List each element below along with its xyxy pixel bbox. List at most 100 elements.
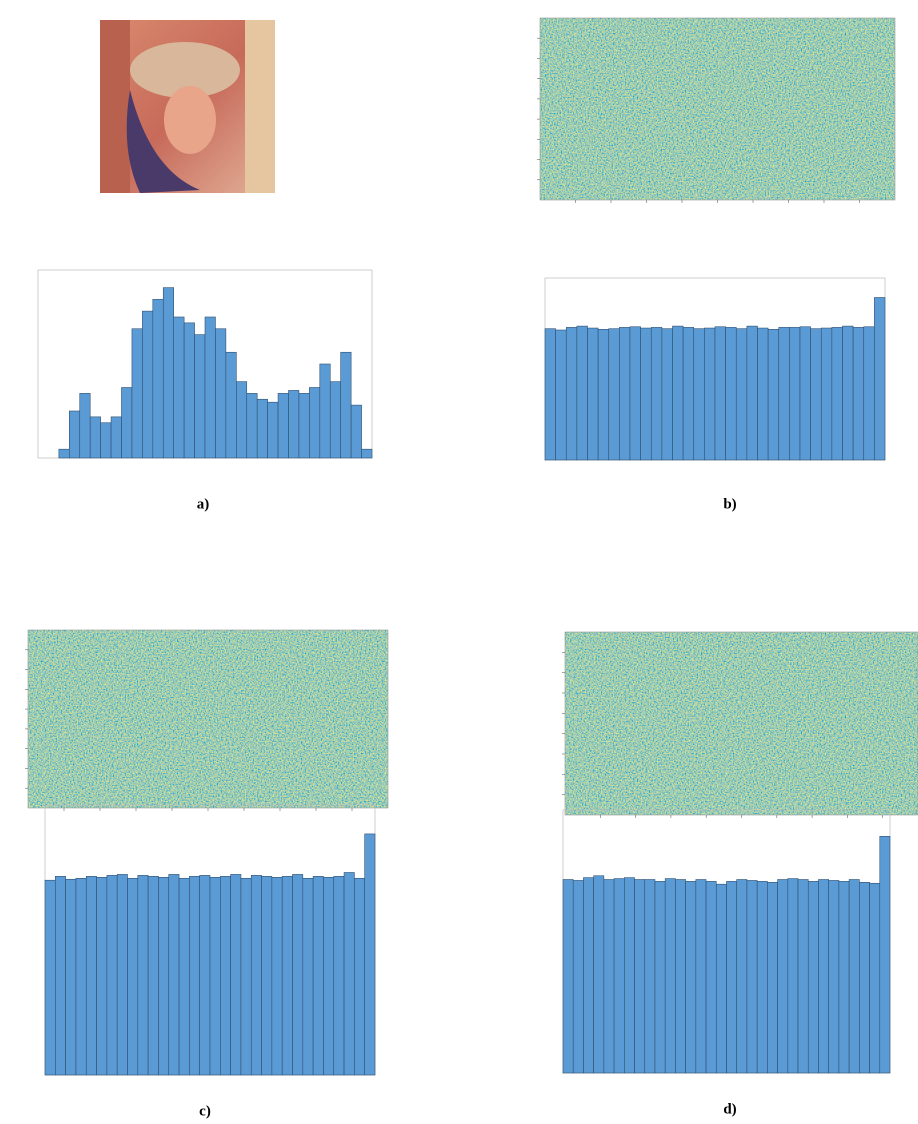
bar: [69, 411, 79, 458]
panel-label: d): [723, 1101, 736, 1117]
bar: [66, 879, 76, 1075]
bar: [303, 878, 313, 1075]
bar: [236, 382, 246, 458]
bar: [231, 874, 241, 1075]
bar: [354, 878, 364, 1075]
bar: [90, 417, 100, 458]
bar: [184, 323, 194, 458]
bar: [179, 878, 189, 1075]
bar: [768, 329, 779, 460]
bar: [107, 875, 117, 1075]
bar: [278, 393, 288, 458]
bar: [323, 877, 333, 1075]
bar: [829, 880, 839, 1073]
bar: [111, 417, 121, 458]
noise-image: [565, 632, 918, 815]
bar: [788, 879, 798, 1073]
bar: [138, 875, 148, 1075]
bar: [737, 880, 747, 1073]
bar: [220, 876, 230, 1075]
bar: [309, 388, 319, 459]
bar: [598, 329, 609, 460]
bar: [683, 327, 694, 460]
bar: [849, 880, 859, 1073]
bar: [673, 326, 684, 460]
bar: [97, 877, 107, 1075]
figure: a) b) c) d): [0, 0, 918, 1124]
bar: [619, 327, 630, 460]
bar: [706, 881, 716, 1073]
bar: [142, 311, 152, 458]
bar: [715, 327, 726, 460]
bar: [758, 328, 769, 460]
bar: [153, 299, 163, 458]
bar: [566, 327, 577, 460]
bar: [272, 877, 282, 1075]
bar: [696, 880, 706, 1073]
bar: [716, 884, 726, 1073]
bar: [174, 317, 184, 458]
bar: [767, 882, 777, 1073]
bar: [594, 876, 604, 1073]
panel-label: a): [197, 496, 210, 512]
bar: [604, 880, 614, 1073]
bar: [545, 329, 556, 460]
bar: [313, 876, 323, 1075]
photo: [100, 20, 275, 193]
bar: [821, 328, 832, 460]
bar: [811, 329, 822, 460]
bar: [205, 317, 215, 458]
bar: [839, 881, 849, 1073]
bar: [101, 423, 111, 458]
bar: [655, 881, 665, 1073]
bar: [268, 402, 278, 458]
bar: [675, 880, 685, 1073]
bar: [779, 327, 790, 460]
noise-image: [540, 18, 895, 200]
bar: [163, 288, 173, 458]
bar: [747, 326, 758, 460]
bar: [59, 449, 69, 458]
bar: [864, 327, 875, 460]
bar: [262, 876, 272, 1075]
bar: [132, 329, 142, 458]
noise-image: [28, 630, 388, 808]
bar: [726, 327, 737, 460]
bar: [169, 874, 179, 1075]
bar: [853, 327, 864, 460]
panel-label: b): [723, 496, 736, 512]
bar: [727, 881, 737, 1073]
bar: [665, 879, 675, 1073]
bar: [662, 329, 673, 460]
bar: [344, 873, 354, 1076]
bar: [226, 352, 236, 458]
panel-label: c): [199, 1103, 211, 1119]
bar: [365, 834, 375, 1075]
bar: [257, 399, 267, 458]
bar: [299, 393, 309, 458]
bar: [122, 388, 132, 459]
bar: [624, 878, 634, 1073]
bar: [694, 329, 705, 460]
bar: [870, 883, 880, 1073]
bar: [614, 879, 624, 1073]
bar: [651, 327, 662, 460]
bar: [200, 875, 210, 1075]
bar: [215, 329, 225, 458]
bar: [80, 393, 90, 458]
bar: [117, 874, 127, 1075]
bar: [736, 329, 747, 460]
bar: [641, 328, 652, 460]
bar: [778, 880, 788, 1073]
bar: [351, 405, 361, 458]
bar: [645, 880, 655, 1073]
bar: [251, 875, 261, 1075]
bar: [362, 449, 372, 458]
bar: [588, 328, 599, 460]
bar: [128, 878, 138, 1075]
bar: [282, 876, 292, 1075]
bar: [577, 326, 588, 460]
bar: [789, 327, 800, 460]
bar: [630, 327, 641, 460]
bar: [704, 328, 715, 460]
